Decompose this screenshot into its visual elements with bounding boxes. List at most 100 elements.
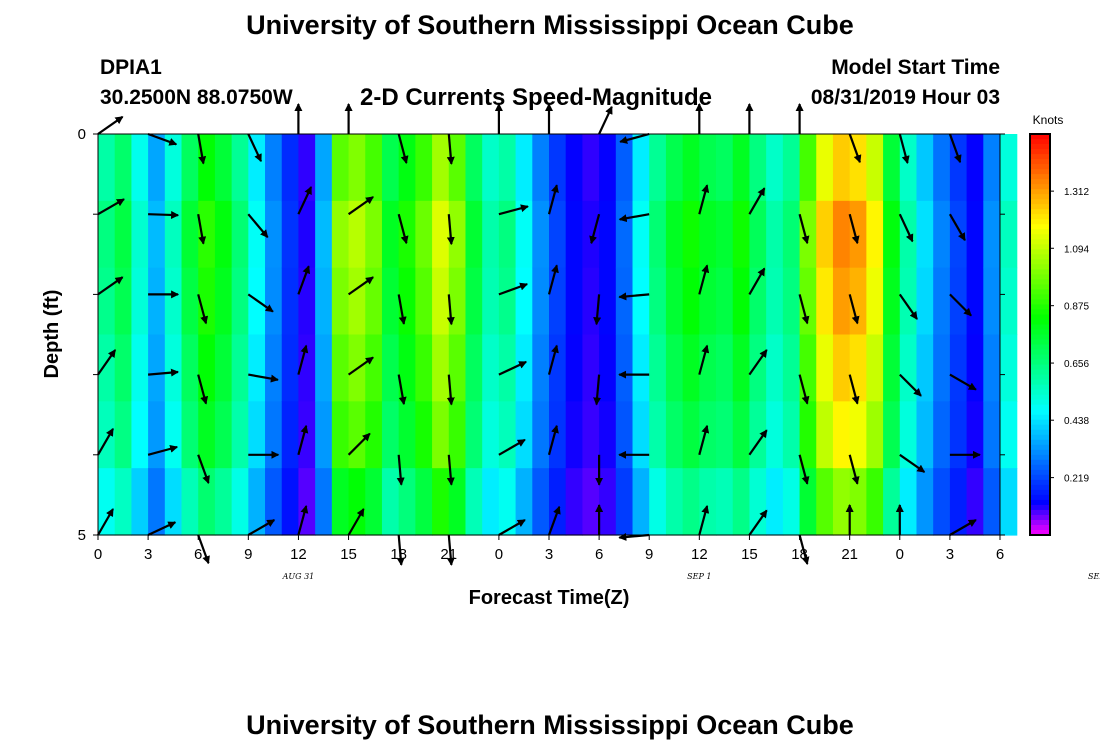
heatmap-cell <box>749 401 767 469</box>
heatmap-cell <box>482 401 500 469</box>
colorbar-swatch <box>1030 154 1050 160</box>
current-vector <box>397 374 407 406</box>
colorbar-swatch <box>1030 189 1050 195</box>
heatmap-cell <box>198 334 216 402</box>
current-vector <box>948 213 966 242</box>
heatmap-cell <box>465 200 483 269</box>
heatmap-cell <box>716 401 734 469</box>
heatmap-cell <box>515 134 533 202</box>
heatmap-cell <box>348 401 366 469</box>
current-vector <box>698 264 710 295</box>
heatmap-cell <box>365 267 383 336</box>
heatmap-cell <box>866 334 884 402</box>
colorbar-swatch <box>1030 309 1050 316</box>
heatmap-cell <box>716 334 734 402</box>
current-vector <box>748 429 768 456</box>
colorbar-swatch <box>1030 504 1050 511</box>
current-vector <box>698 505 710 536</box>
colorbar-swatch <box>1030 329 1050 336</box>
current-vector <box>498 360 528 376</box>
footer-title: University of Southern Mississippi Ocean… <box>246 710 854 740</box>
heatmap-cell <box>549 200 567 269</box>
heatmap-cell <box>966 334 984 402</box>
heatmap-cell <box>482 468 500 536</box>
heatmap-cell <box>949 267 968 336</box>
heatmap-cell <box>131 401 149 469</box>
heatmap-cell <box>198 134 216 202</box>
heatmap-cell <box>632 267 650 336</box>
x-tick-label: 15 <box>741 546 758 563</box>
colorbar-swatch <box>1030 354 1050 361</box>
heatmap-cell <box>599 134 617 202</box>
colorbar-swatch <box>1030 524 1050 531</box>
heatmap-cell <box>682 334 700 402</box>
heatmap-cell <box>682 267 700 336</box>
heatmap-cell <box>582 334 600 402</box>
current-vector <box>97 115 124 135</box>
heatmap-cell <box>315 134 333 202</box>
colorbar-swatch <box>1030 399 1050 406</box>
heatmap-cell <box>432 334 450 402</box>
colorbar-swatch <box>1030 389 1050 396</box>
heatmap-cell <box>331 334 350 402</box>
heatmap-cell <box>1000 468 1018 536</box>
heatmap-cell <box>1000 401 1018 469</box>
heatmap-cell <box>933 267 951 336</box>
current-vector <box>949 293 972 317</box>
heatmap-cell <box>883 267 901 336</box>
heatmap-cell <box>883 468 901 536</box>
heatmap-cell <box>231 401 249 469</box>
current-vector <box>148 210 180 219</box>
heatmap-cell <box>315 468 333 536</box>
heatmap-cell <box>398 267 416 336</box>
colorbar-swatch <box>1030 269 1050 275</box>
current-vector <box>748 267 766 295</box>
colorbar-swatch <box>1030 164 1050 170</box>
heatmap-cell <box>699 200 717 269</box>
heatmap-cell <box>832 200 851 269</box>
heatmap-cell <box>281 267 300 336</box>
heatmap-cell <box>265 200 283 269</box>
model-start-label: Model Start Time <box>831 56 1000 79</box>
colorbar-swatch <box>1030 244 1050 250</box>
heatmap-cell <box>549 468 567 536</box>
heatmap-cell <box>582 134 600 202</box>
colorbar-swatch <box>1030 409 1050 416</box>
colorbar-swatch <box>1030 464 1050 471</box>
heatmap-cell <box>515 401 533 469</box>
heatmap-cell <box>381 134 400 202</box>
current-vector <box>798 454 810 485</box>
current-vector <box>247 519 276 536</box>
heatmap-cell <box>365 468 383 536</box>
heatmap-cell <box>432 468 450 536</box>
current-vector <box>798 534 810 565</box>
colorbar-swatch <box>1030 364 1050 371</box>
current-vector <box>547 344 559 375</box>
heatmap-cell <box>98 401 116 469</box>
heatmap-cell <box>214 468 233 536</box>
heatmap-cell <box>415 134 433 202</box>
colorbar-swatch <box>1030 169 1050 175</box>
heatmap-cell <box>632 468 650 536</box>
heatmap-cell <box>966 134 984 202</box>
heatmap-cell <box>649 134 667 202</box>
heatmap-cell <box>498 334 517 402</box>
heatmap-cell <box>599 468 617 536</box>
heatmap-cell <box>933 468 951 536</box>
y-tick-label: 0 <box>78 126 86 143</box>
station-coordinates: 30.2500N 88.0750W <box>100 86 293 109</box>
current-vector <box>898 213 914 243</box>
heatmap-cell <box>415 200 433 269</box>
heatmap-cell <box>1000 334 1018 402</box>
current-vector <box>748 349 768 376</box>
heatmap-cell <box>482 267 500 336</box>
colorbar-swatch <box>1030 284 1050 290</box>
colorbar-swatch <box>1030 134 1050 140</box>
main-title: University of Southern Mississippi Ocean… <box>246 10 854 40</box>
heatmap-cell <box>315 401 333 469</box>
x-tick-label: 12 <box>691 546 708 563</box>
heatmap-cell <box>799 468 817 536</box>
heatmap-cell <box>599 200 617 269</box>
heatmap-cell <box>181 334 199 402</box>
heatmap-cell <box>832 401 851 469</box>
